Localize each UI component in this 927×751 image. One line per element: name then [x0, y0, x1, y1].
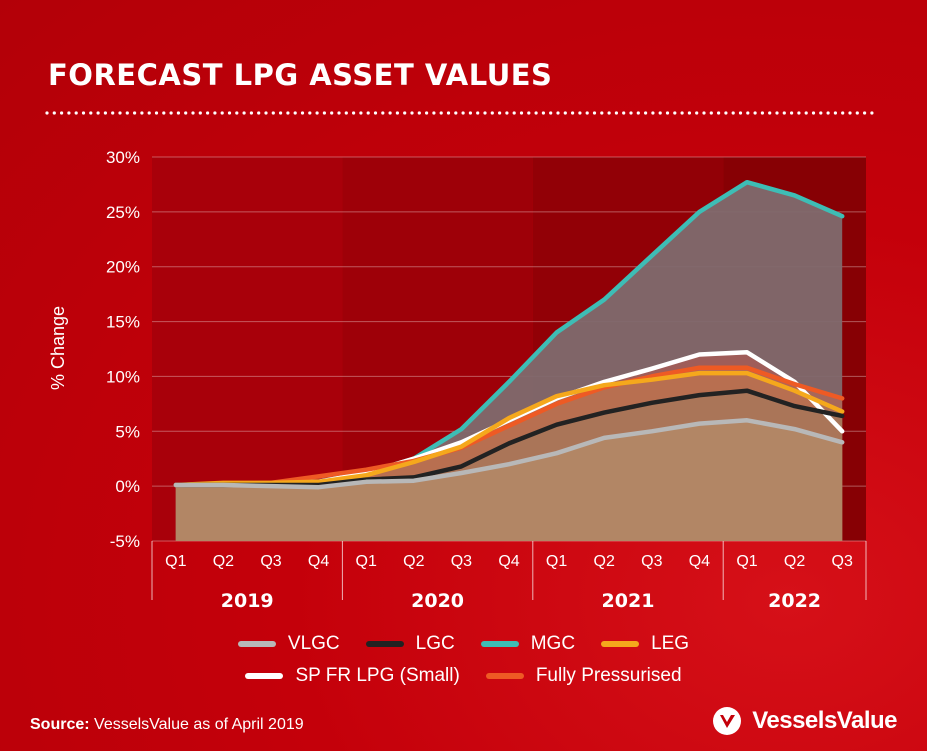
- vesselsvalue-logo-icon: [713, 707, 742, 735]
- y-tick-label: 25%: [106, 203, 140, 222]
- legend-item-leg: LEG: [601, 633, 689, 655]
- year-label-2019: 2019: [221, 590, 274, 612]
- x-tick-label: Q3: [451, 553, 472, 570]
- y-tick-label: 10%: [106, 367, 140, 386]
- area-vlgc: [175, 420, 843, 541]
- y-tick-label: 5%: [115, 422, 140, 441]
- legend: VLGC LGC MGC LEG SP FR LPG (Small) Fully Pres…: [0, 628, 927, 692]
- y-axis-ticks: -5% 0% 5% 10% 15% 20% 25% 30%: [106, 148, 140, 551]
- legend-label: MGC: [530, 633, 576, 654]
- x-tick-label: Q2: [594, 553, 615, 570]
- x-tick-label: Q1: [736, 553, 757, 570]
- title-divider: [45, 111, 874, 115]
- source-label: Source:: [30, 716, 90, 733]
- legend-item-fully-pressurised: Fully Pressurised: [485, 665, 682, 687]
- x-tick-label: Q4: [689, 553, 710, 570]
- x-tick-label: Q3: [832, 553, 853, 570]
- series-lines: [173, 179, 845, 490]
- y-tick-label: 0%: [115, 477, 140, 496]
- legend-swatch: [237, 641, 276, 647]
- line-vlgc: [173, 418, 845, 490]
- y-tick-label: 20%: [106, 258, 140, 277]
- legend-label: LEG: [651, 633, 690, 654]
- x-axis: Q1 Q2 Q3 Q4 Q1 Q2 Q3 Q4 Q1 Q2 Q3 Q4 Q1 Q2 Q3 2019 2020 20…: [151, 541, 867, 612]
- legend-swatch: [480, 641, 519, 647]
- x-tick-label: Q2: [784, 553, 805, 570]
- year-label-2022: 2022: [768, 590, 821, 612]
- legend-swatch: [601, 641, 640, 647]
- legend-item-mgc: MGC: [480, 633, 576, 655]
- x-tick-label: Q4: [498, 553, 519, 570]
- legend-label: VLGC: [287, 633, 340, 654]
- source-note: Source: VesselsValue as of April 2019: [30, 716, 304, 734]
- y-tick-label: 15%: [106, 313, 140, 332]
- brand-logo: VesselsValue: [712, 706, 897, 736]
- legend-label: Fully Pressurised: [535, 665, 682, 686]
- x-tick-label: Q3: [641, 553, 662, 570]
- x-tick-label: Q3: [260, 553, 281, 570]
- legend-swatch: [485, 673, 524, 679]
- page-title: FORECAST LPG ASSET VALUES: [48, 58, 553, 92]
- year-label-2021: 2021: [602, 590, 655, 612]
- legend-swatch: [365, 641, 404, 647]
- legend-row: SP FR LPG (Small) Fully Pressurised: [0, 660, 927, 692]
- line-leg: [173, 370, 845, 488]
- source-text: VesselsValue as of April 2019: [89, 716, 304, 733]
- legend-item-sp-fr-lpg-small: SP FR LPG (Small): [245, 665, 460, 687]
- legend-label: SP FR LPG (Small): [295, 665, 460, 686]
- legend-item-vlgc: VLGC: [237, 633, 340, 655]
- year-label-2020: 2020: [411, 590, 464, 612]
- legend-label: LGC: [415, 633, 455, 654]
- legend-swatch: [245, 673, 284, 679]
- line-chart: -5%0%5%10%15%20%25%30% Q1 Q2 Q3 Q4 Q1 Q2 Q3 Q4 Q…: [48, 148, 867, 612]
- x-tick-label: Q2: [213, 553, 234, 570]
- x-tick-label: Q1: [546, 553, 567, 570]
- y-tick-label: 30%: [106, 148, 140, 167]
- x-tick-label: Q1: [165, 553, 186, 570]
- y-axis-label: % Change: [48, 306, 68, 390]
- x-tick-label: Q4: [308, 553, 329, 570]
- y-tick-label: -5%: [110, 532, 140, 551]
- x-tick-label: Q1: [356, 553, 377, 570]
- legend-item-lgc: LGC: [365, 633, 455, 655]
- logo-text: VesselsValue: [752, 707, 897, 734]
- legend-row: VLGC LGC MGC LEG: [0, 628, 927, 660]
- x-tick-label: Q2: [403, 553, 424, 570]
